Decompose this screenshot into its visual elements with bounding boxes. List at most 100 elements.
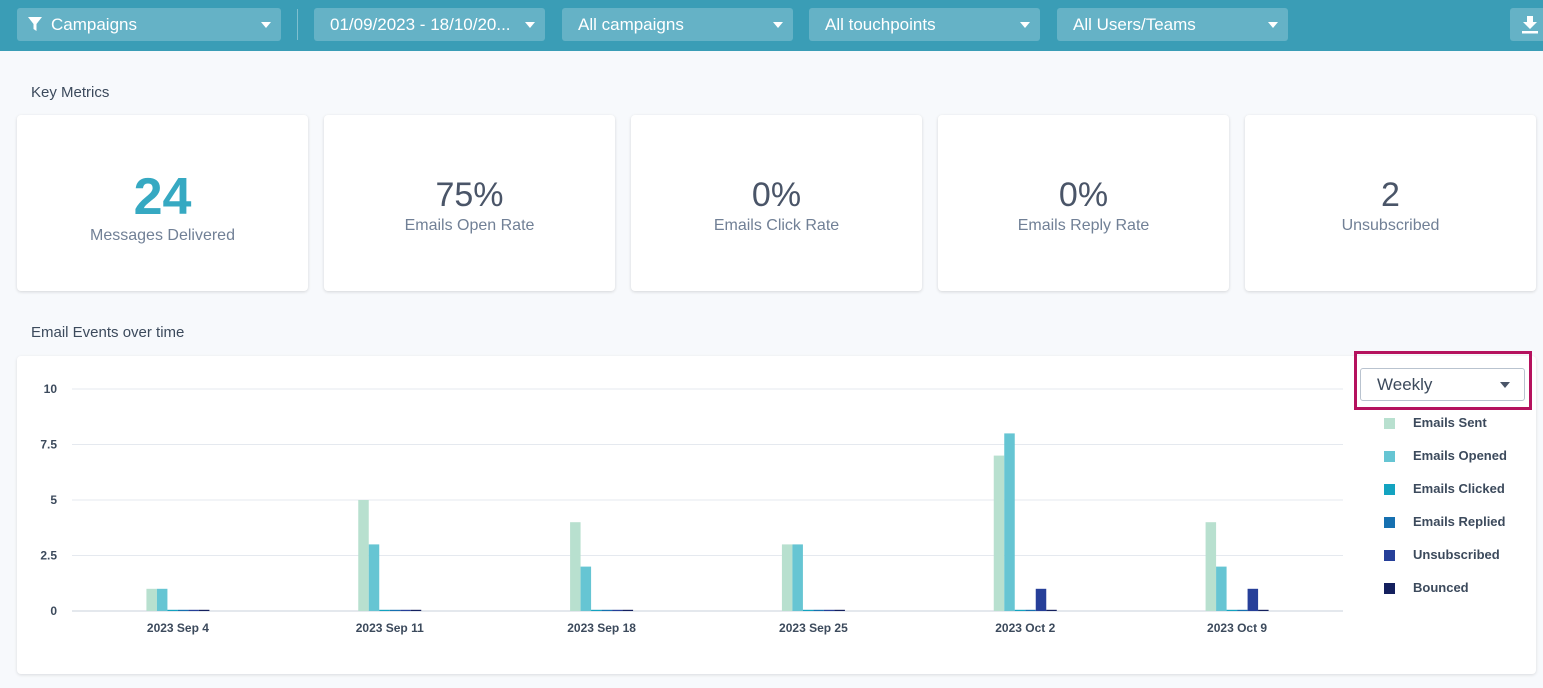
legend-swatch	[1384, 451, 1395, 462]
touchpoints-filter[interactable]: All touchpoints	[809, 8, 1040, 41]
email-events-title: Email Events over time	[31, 324, 185, 341]
interval-select[interactable]: Weekly	[1360, 368, 1525, 401]
bar[interactable]	[813, 609, 824, 611]
bar[interactable]	[198, 609, 210, 611]
metric-label: Emails Click Rate	[713, 217, 840, 234]
bar[interactable]	[167, 609, 178, 611]
bar[interactable]	[802, 609, 814, 611]
bar[interactable]	[379, 609, 390, 611]
bar[interactable]	[622, 609, 634, 611]
highlight-annotation	[1354, 351, 1532, 410]
bar[interactable]	[993, 455, 1005, 611]
metric-value: 75%	[435, 176, 504, 214]
users-label: All Users/Teams	[1073, 15, 1196, 34]
campaign-type-filter[interactable]: Campaigns	[17, 8, 281, 41]
metric-value: 0%	[751, 176, 802, 214]
bar[interactable]	[177, 609, 189, 611]
date-range-label: 01/09/2023 - 18/10/20...	[330, 15, 511, 34]
metric-card-unsubscribed: 2 Unsubscribed	[1245, 115, 1536, 291]
bar[interactable]	[188, 609, 199, 611]
download-icon	[1522, 16, 1538, 34]
touchpoints-label: All touchpoints	[825, 15, 936, 34]
bar[interactable]	[1205, 522, 1217, 611]
chevron-down-icon	[773, 22, 783, 28]
bar[interactable]	[1004, 433, 1015, 611]
bar[interactable]	[792, 544, 803, 611]
legend-label: Emails Opened	[1413, 448, 1507, 463]
bar[interactable]	[834, 609, 845, 611]
campaign-type-label: Campaigns	[51, 15, 137, 34]
x-tick-label: 2023 Oct 2	[995, 621, 1055, 635]
bar[interactable]	[389, 609, 401, 611]
y-tick-label: 10	[44, 382, 58, 396]
filter-icon	[28, 17, 42, 31]
interval-select-value: Weekly	[1377, 375, 1433, 394]
chevron-down-icon	[1500, 382, 1510, 388]
bar[interactable]	[580, 566, 592, 611]
x-tick-label: 2023 Sep 25	[779, 621, 848, 635]
bar[interactable]	[823, 609, 835, 611]
bar[interactable]	[781, 544, 793, 611]
bar[interactable]	[410, 609, 422, 611]
bar[interactable]	[1025, 609, 1036, 611]
filter-divider	[297, 9, 298, 40]
bar[interactable]	[1216, 566, 1227, 611]
metric-card-click-rate: 0% Emails Click Rate	[631, 115, 922, 291]
x-tick-label: 2023 Sep 18	[567, 621, 636, 635]
legend-label: Emails Clicked	[1413, 481, 1505, 496]
metric-value: 0%	[1058, 176, 1109, 214]
metric-label: Unsubscribed	[1341, 217, 1440, 234]
legend-label: Bounced	[1413, 580, 1469, 595]
bar[interactable]	[400, 609, 411, 611]
legend-swatch	[1384, 418, 1395, 429]
bar[interactable]	[1247, 588, 1259, 611]
bar[interactable]	[1226, 609, 1238, 611]
y-tick-label: 7.5	[40, 438, 57, 452]
download-button[interactable]	[1510, 8, 1543, 41]
campaigns-label: All campaigns	[578, 15, 684, 34]
bar[interactable]	[1046, 609, 1057, 611]
bar[interactable]	[591, 609, 602, 611]
metric-value: 2	[1381, 176, 1400, 214]
legend-label: Emails Replied	[1413, 514, 1506, 529]
chart-panel	[17, 356, 1536, 674]
bar[interactable]	[1237, 609, 1248, 611]
chevron-down-icon	[525, 22, 535, 28]
filter-bar: Campaigns 01/09/2023 - 18/10/20... All c…	[0, 0, 1543, 51]
y-tick-label: 0	[50, 604, 57, 618]
key-metrics-title: Key Metrics	[31, 84, 110, 101]
bar[interactable]	[612, 609, 623, 611]
bar[interactable]	[156, 588, 168, 611]
metric-label: Emails Open Rate	[404, 217, 535, 234]
bar[interactable]	[1014, 609, 1026, 611]
metric-value: 24	[133, 168, 192, 226]
x-tick-label: 2023 Sep 11	[356, 621, 424, 635]
users-filter[interactable]: All Users/Teams	[1057, 8, 1288, 41]
metric-card-open-rate: 75% Emails Open Rate	[324, 115, 615, 291]
y-tick-label: 5	[50, 493, 57, 507]
y-tick-label: 2.5	[40, 549, 57, 563]
bar[interactable]	[146, 588, 157, 611]
x-tick-label: 2023 Oct 9	[1207, 621, 1267, 635]
date-range-filter[interactable]: 01/09/2023 - 18/10/20...	[314, 8, 545, 41]
legend-swatch	[1384, 550, 1395, 561]
metric-card-reply-rate: 0% Emails Reply Rate	[938, 115, 1229, 291]
bar[interactable]	[368, 544, 380, 611]
chevron-down-icon	[1268, 22, 1278, 28]
metric-label: Messages Delivered	[90, 227, 235, 244]
bar[interactable]	[601, 609, 613, 611]
bar[interactable]	[1035, 588, 1047, 611]
chevron-down-icon	[1020, 22, 1030, 28]
bar[interactable]	[570, 522, 581, 611]
chevron-down-icon	[261, 22, 271, 28]
legend-swatch	[1384, 517, 1395, 528]
legend-swatch	[1384, 583, 1395, 594]
legend-label: Unsubscribed	[1413, 547, 1500, 562]
campaigns-filter[interactable]: All campaigns	[562, 8, 793, 41]
metric-card-messages-delivered: 24 Messages Delivered	[17, 115, 308, 291]
bar[interactable]	[358, 500, 369, 611]
metric-label: Emails Reply Rate	[1017, 217, 1150, 234]
bar[interactable]	[1258, 609, 1269, 611]
legend-label: Emails Sent	[1413, 415, 1487, 430]
